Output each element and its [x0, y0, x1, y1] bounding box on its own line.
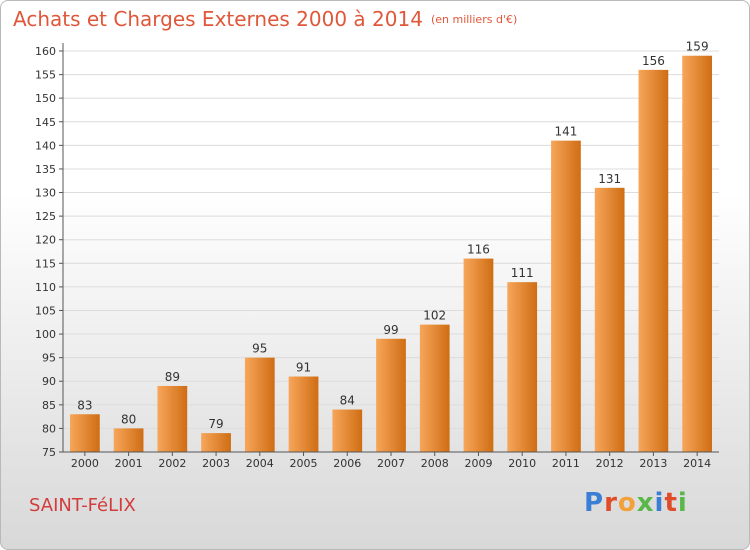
- bar-2014: [682, 55, 713, 452]
- bar-2007: [376, 338, 406, 452]
- bar-2012: [594, 187, 625, 452]
- data-label-2009: 116: [467, 243, 490, 257]
- data-label-2008: 102: [423, 309, 446, 323]
- y-tick-label: 115: [35, 257, 56, 270]
- logo-letter: i: [677, 488, 688, 518]
- data-label-2004: 95: [252, 342, 267, 356]
- logo-letter: r: [604, 488, 618, 518]
- bar-2005: [288, 376, 319, 452]
- y-tick-label: 75: [42, 446, 56, 459]
- x-tick-label-2002: 2002: [158, 457, 186, 470]
- x-tick-label-2007: 2007: [377, 457, 405, 470]
- y-tick-label: 80: [42, 422, 56, 435]
- y-tick-label: 105: [35, 304, 56, 317]
- y-tick-label: 160: [35, 45, 56, 58]
- y-tick-label: 85: [42, 399, 56, 412]
- x-tick-label-2008: 2008: [421, 457, 449, 470]
- y-tick-label: 130: [35, 187, 56, 200]
- bar-2001: [113, 428, 144, 452]
- y-tick-label: 110: [35, 281, 56, 294]
- chart-subtitle: (en milliers d'€): [430, 13, 518, 26]
- bar-2006: [332, 409, 363, 452]
- x-tick-label-2006: 2006: [333, 457, 361, 470]
- proxiti-logo: Proxiti: [584, 488, 688, 518]
- bar-2013: [638, 69, 669, 452]
- bar-2008: [419, 324, 450, 452]
- x-tick-label-2004: 2004: [246, 457, 274, 470]
- y-tick-label: 140: [35, 139, 56, 152]
- y-tick-label: 155: [35, 69, 56, 82]
- data-label-2005: 91: [296, 361, 311, 375]
- x-tick-label-2012: 2012: [596, 457, 624, 470]
- chart-title: Achats et Charges Externes 2000 à 2014 (e…: [13, 7, 517, 31]
- bar-2010: [507, 282, 538, 452]
- data-label-2011: 141: [554, 125, 577, 139]
- logo-letter: i: [654, 488, 665, 518]
- logo-letter: t: [664, 488, 678, 518]
- data-label-2001: 80: [121, 412, 136, 426]
- data-label-2013: 156: [642, 54, 665, 68]
- y-tick-label: 145: [35, 116, 56, 129]
- data-label-2014: 159: [686, 40, 709, 54]
- bar-2000: [69, 414, 100, 452]
- data-label-2010: 111: [511, 266, 534, 280]
- chart-title-text: Achats et Charges Externes 2000 à 2014: [13, 7, 423, 31]
- bar-2009: [463, 258, 494, 452]
- bar-2004: [244, 357, 275, 452]
- x-tick-label-2000: 2000: [71, 457, 99, 470]
- y-tick-label: 95: [42, 352, 56, 365]
- axes: 75 80 85 90 95 100 105 110 115 120 125 130 135 140 145…: [35, 43, 719, 470]
- bar-2011: [551, 140, 581, 452]
- y-tick-label: 125: [35, 210, 56, 223]
- location-name: SAINT-FéLIX: [29, 495, 136, 516]
- data-label-2012: 131: [598, 172, 621, 186]
- x-tick-label-2010: 2010: [508, 457, 536, 470]
- x-tick-label-2005: 2005: [290, 457, 318, 470]
- data-label-2006: 84: [340, 394, 355, 408]
- x-tick-label-2014: 2014: [683, 457, 711, 470]
- x-tick-label-2013: 2013: [639, 457, 667, 470]
- y-tick-label: 150: [35, 92, 56, 105]
- x-tick-label-2003: 2003: [202, 457, 230, 470]
- logo-letter: x: [636, 488, 655, 518]
- logo-letter: P: [584, 488, 605, 518]
- x-tick-label-2001: 2001: [115, 457, 143, 470]
- bars: 83 80 89 79 95 91 84 99 102 116 111 141 131 156 159: [69, 40, 713, 452]
- bar-2002: [157, 385, 188, 452]
- y-tick-label: 135: [35, 163, 56, 176]
- x-tick-label-2011: 2011: [552, 457, 580, 470]
- x-tick-label-2009: 2009: [464, 457, 492, 470]
- bar-2003: [201, 433, 231, 452]
- y-tick-label: 120: [35, 234, 56, 247]
- data-label-2003: 79: [208, 417, 223, 431]
- y-tick-label: 90: [42, 375, 56, 388]
- y-tick-label: 100: [35, 328, 56, 341]
- data-label-2002: 89: [165, 370, 180, 384]
- data-label-2007: 99: [383, 323, 398, 337]
- data-label-2000: 83: [77, 398, 92, 412]
- logo-letter: o: [617, 488, 637, 518]
